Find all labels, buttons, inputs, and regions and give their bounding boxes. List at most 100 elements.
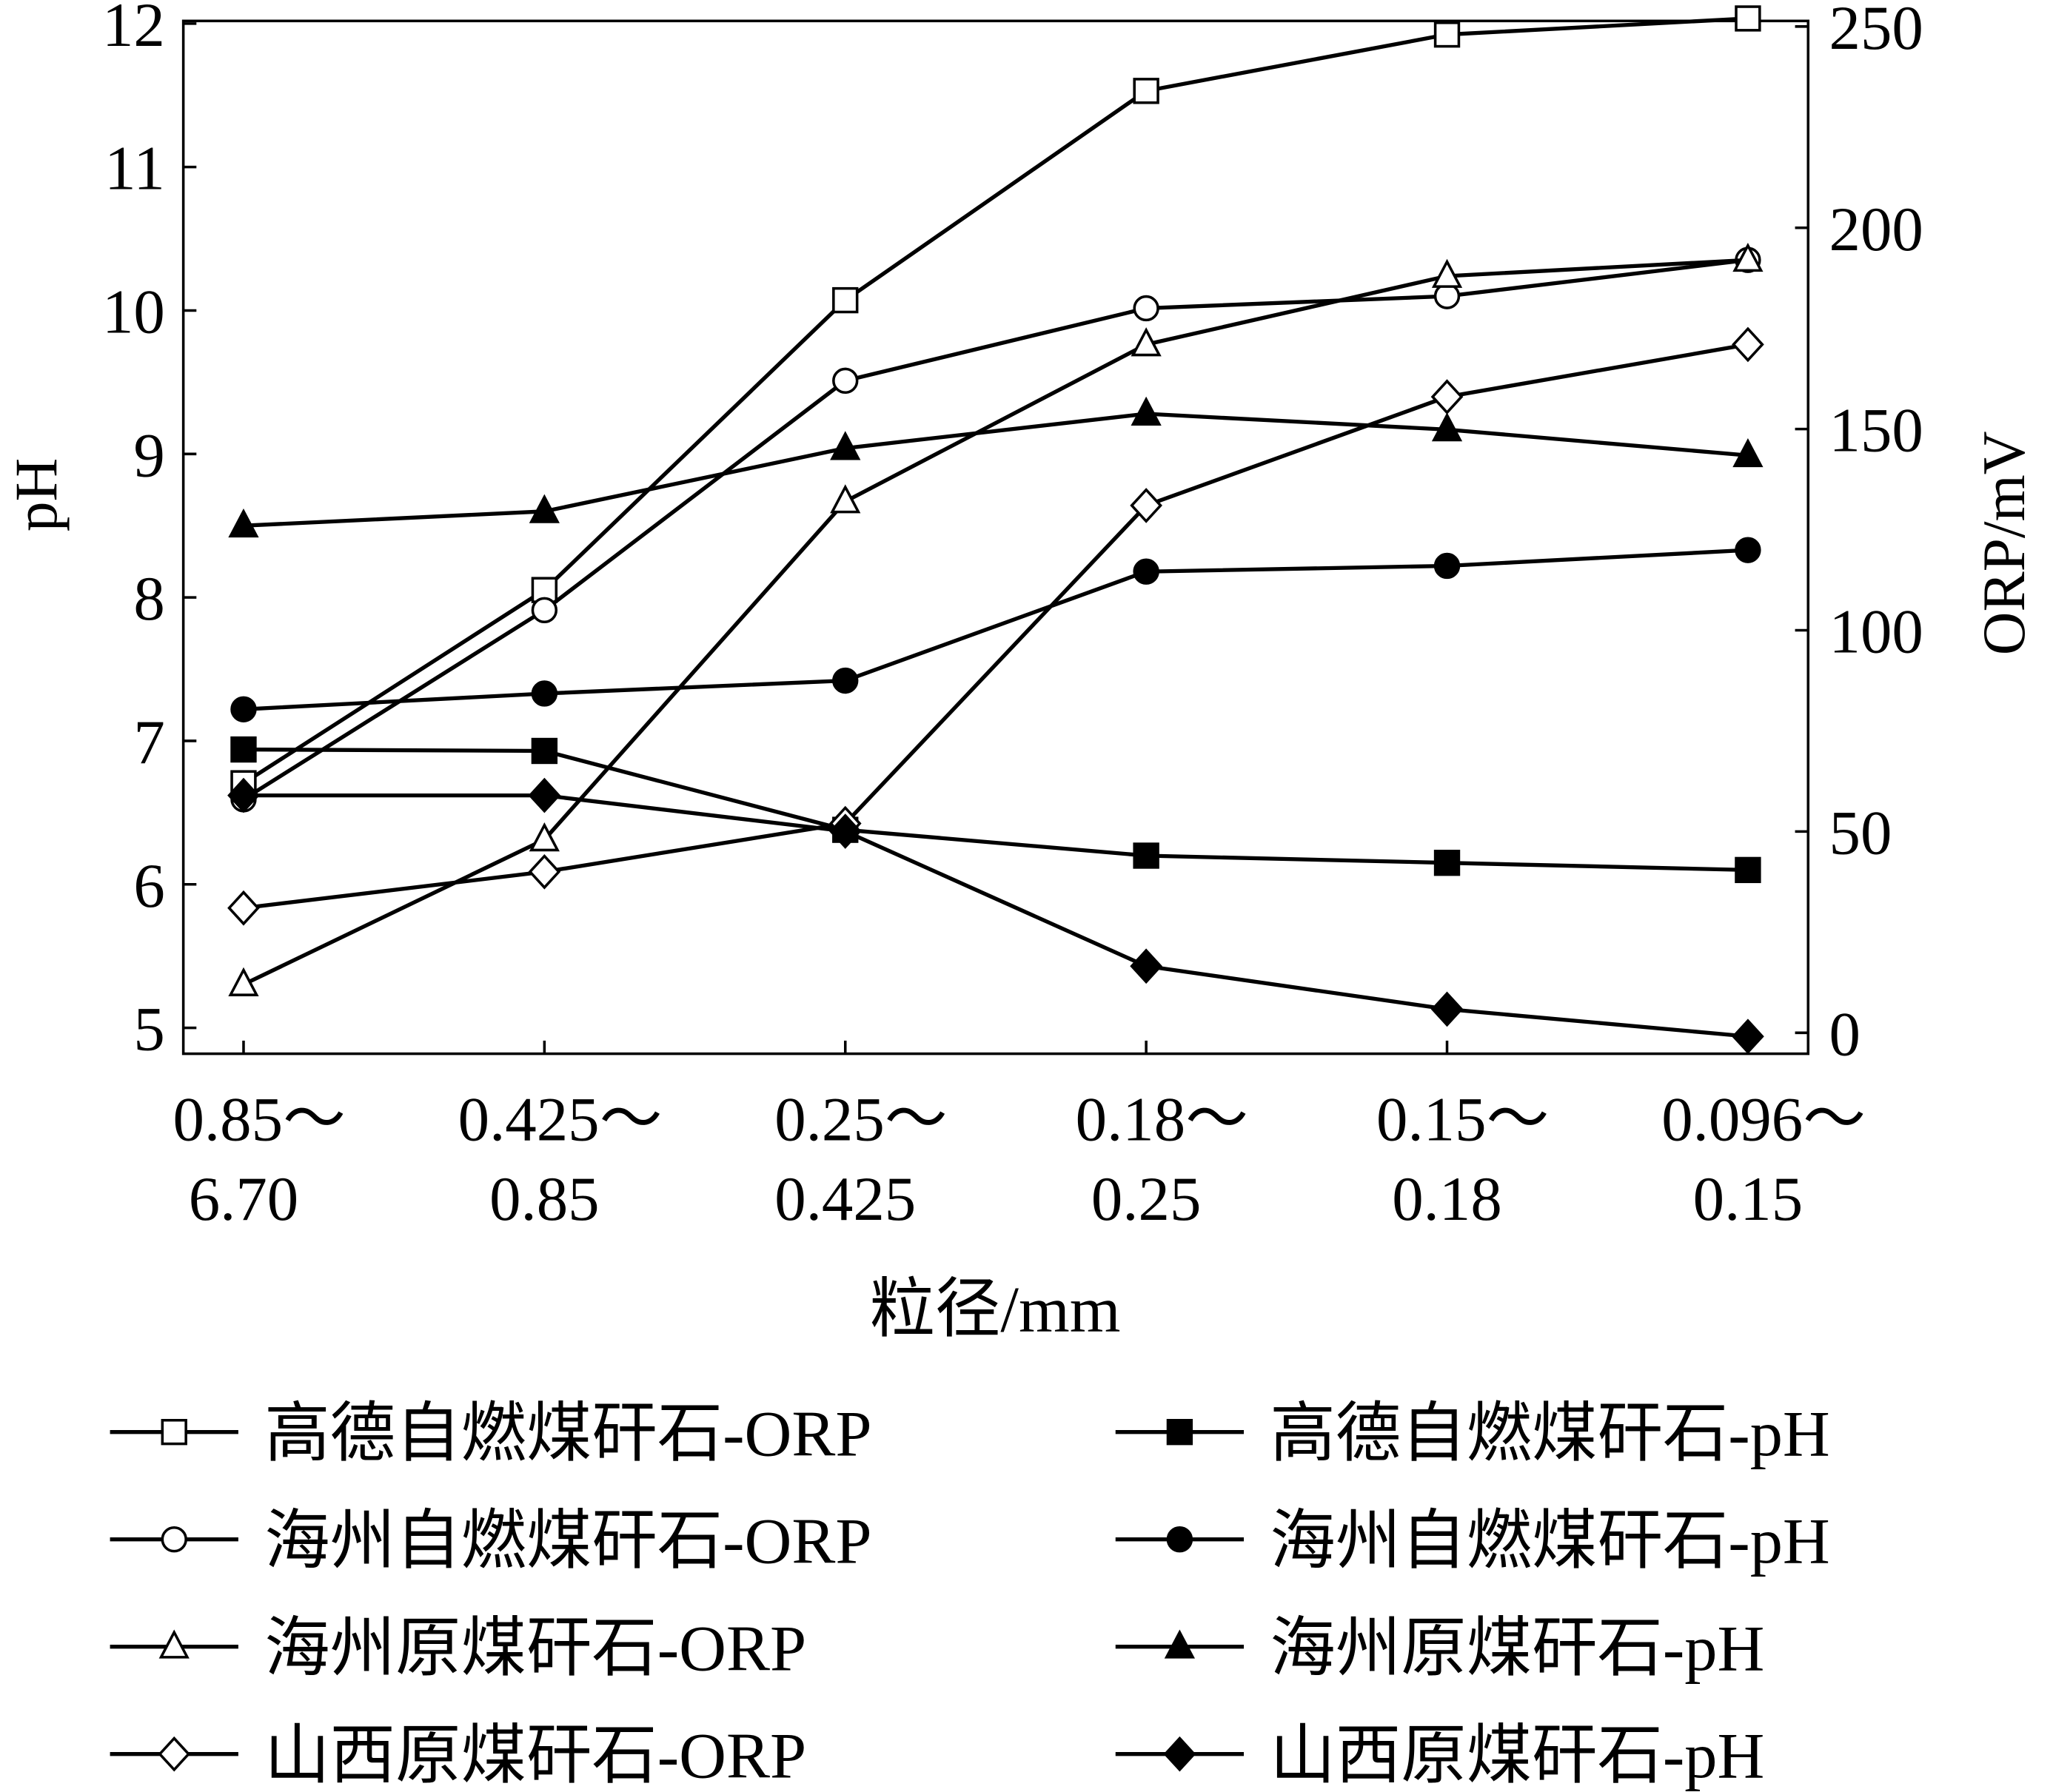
legend-marker <box>158 1629 190 1659</box>
legend-item: 海州自燃煤矸石-pH <box>1115 1506 1830 1578</box>
legend-label: 高德自燃煤矸石-ORP <box>264 1398 871 1471</box>
data-point <box>1735 856 1761 884</box>
series-line <box>242 258 1749 802</box>
data-point <box>531 737 558 765</box>
data-point <box>1433 283 1461 309</box>
data-point <box>1735 5 1761 32</box>
data-point <box>1133 78 1159 104</box>
data-point <box>1131 327 1162 357</box>
data-point <box>227 777 260 813</box>
legend-marker <box>158 1736 191 1772</box>
data-point <box>832 286 859 314</box>
y-tick-label: 7 <box>133 708 164 777</box>
data-point <box>1430 379 1464 415</box>
x-tick-label: 0.85 <box>489 1164 600 1234</box>
legend-item: 海州原煤矸石-pH <box>1115 1613 1764 1685</box>
series-line <box>243 412 1749 528</box>
x-tick-labels: 0.85～ 6.70 0.425～ 0.85 0.25～ 0.425 0.18～ 0.25 0.… <box>173 1040 1866 1234</box>
plot-frame <box>181 19 1810 1056</box>
data-point <box>1732 242 1764 272</box>
data-point <box>1133 295 1159 322</box>
legend: 高德自燃煤矸石-ORP 高德自燃煤矸石-pH 海州自燃煤矸石-ORP 海州自燃煤矸石-… <box>110 1398 1830 1792</box>
x-tick-label: 0.425～ <box>458 1084 663 1154</box>
series-layer <box>227 5 1764 1055</box>
data-point <box>1130 948 1162 984</box>
y-tick-label: 8 <box>133 564 164 634</box>
axes: 5 6 7 8 9 10 11 12 0 50 100 150 200 250 <box>102 0 1923 1069</box>
legend-label: 海州自燃煤矸石-ORP <box>264 1506 871 1578</box>
y-tick-label: 9 <box>133 420 164 490</box>
x-tick-label: 0.15 <box>1693 1164 1804 1234</box>
y2-tick-label: 250 <box>1829 0 1923 63</box>
legend-item: 山西原煤矸石-pH <box>1115 1720 1764 1792</box>
data-point <box>529 494 560 523</box>
x-tick-label: 0.25 <box>1091 1164 1202 1234</box>
y2-tick-label: 200 <box>1829 195 1923 264</box>
y2-tick-label: 50 <box>1829 798 1892 868</box>
data-point <box>832 667 859 694</box>
data-point <box>1431 412 1463 442</box>
x-tick-label: 0.18～ <box>1076 1084 1248 1154</box>
x-tick-label: 0.25～ <box>774 1084 947 1154</box>
series-line <box>243 793 1749 1038</box>
data-point <box>529 822 560 852</box>
series-6 <box>228 396 1764 538</box>
series-5 <box>228 242 1764 996</box>
legend-label: 高德自燃煤矸石-pH <box>1270 1398 1829 1471</box>
x-tick-label: 0.18 <box>1392 1164 1502 1234</box>
legend-marker <box>161 1526 187 1553</box>
data-point <box>1133 842 1159 869</box>
x-tick-label: 6.70 <box>189 1164 299 1234</box>
data-point <box>830 431 861 460</box>
series-8 <box>227 777 1764 1055</box>
legend-item: 海州原煤矸石-ORP <box>110 1613 806 1685</box>
data-point <box>528 777 561 813</box>
legend-label: 海州原煤矸石-ORP <box>264 1613 806 1685</box>
data-point <box>1433 850 1461 876</box>
y-tick-label: 5 <box>133 995 164 1064</box>
y2-tick-label: 0 <box>1829 999 1861 1069</box>
x-axis-label: 粒径/mm <box>870 1274 1121 1346</box>
data-point <box>528 853 561 890</box>
y2-tick-label: 100 <box>1829 597 1923 667</box>
y2-axis-label: ORP/mV <box>1971 432 2037 656</box>
data-point <box>1732 326 1764 363</box>
data-point <box>1433 552 1461 580</box>
series-line <box>242 16 1749 785</box>
data-point <box>1431 258 1463 288</box>
data-point <box>1735 537 1761 563</box>
data-point <box>1130 488 1162 523</box>
y-axis-label: pH <box>3 458 70 531</box>
data-point <box>1732 437 1764 468</box>
data-point <box>828 813 862 849</box>
legend-item: 高德自燃煤矸石-pH <box>1115 1398 1830 1471</box>
legend-label: 海州自燃煤矸石-pH <box>1270 1506 1829 1578</box>
data-point <box>227 890 260 926</box>
data-point <box>830 484 861 514</box>
legend-label: 山西原煤矸石-ORP <box>264 1720 806 1792</box>
series-4 <box>230 537 1761 722</box>
series-2 <box>230 736 1761 884</box>
data-point <box>531 597 558 624</box>
y-tick-label: 11 <box>104 134 165 204</box>
data-point <box>228 508 259 538</box>
data-point <box>832 367 859 395</box>
data-point <box>1133 558 1159 585</box>
legend-label: 山西原煤矸石-pH <box>1270 1720 1764 1792</box>
legend-marker <box>161 1418 187 1446</box>
y2-tick-label: 150 <box>1829 396 1923 466</box>
legend-item: 海州自燃煤矸石-ORP <box>110 1506 872 1578</box>
data-point <box>1732 1019 1764 1055</box>
legend-item: 山西原煤矸石-ORP <box>110 1720 806 1792</box>
data-point <box>230 696 257 722</box>
x-tick-label: 0.425 <box>774 1164 916 1234</box>
series-7 <box>227 326 1764 926</box>
legend-label: 海州原煤矸石-pH <box>1270 1613 1764 1685</box>
data-point <box>230 736 257 763</box>
x-tick-label: 0.15～ <box>1376 1084 1549 1154</box>
data-point <box>531 680 558 707</box>
legend-item: 高德自燃煤矸石-ORP <box>110 1398 872 1471</box>
y-tick-label: 6 <box>133 851 164 921</box>
series-1 <box>230 5 1761 796</box>
